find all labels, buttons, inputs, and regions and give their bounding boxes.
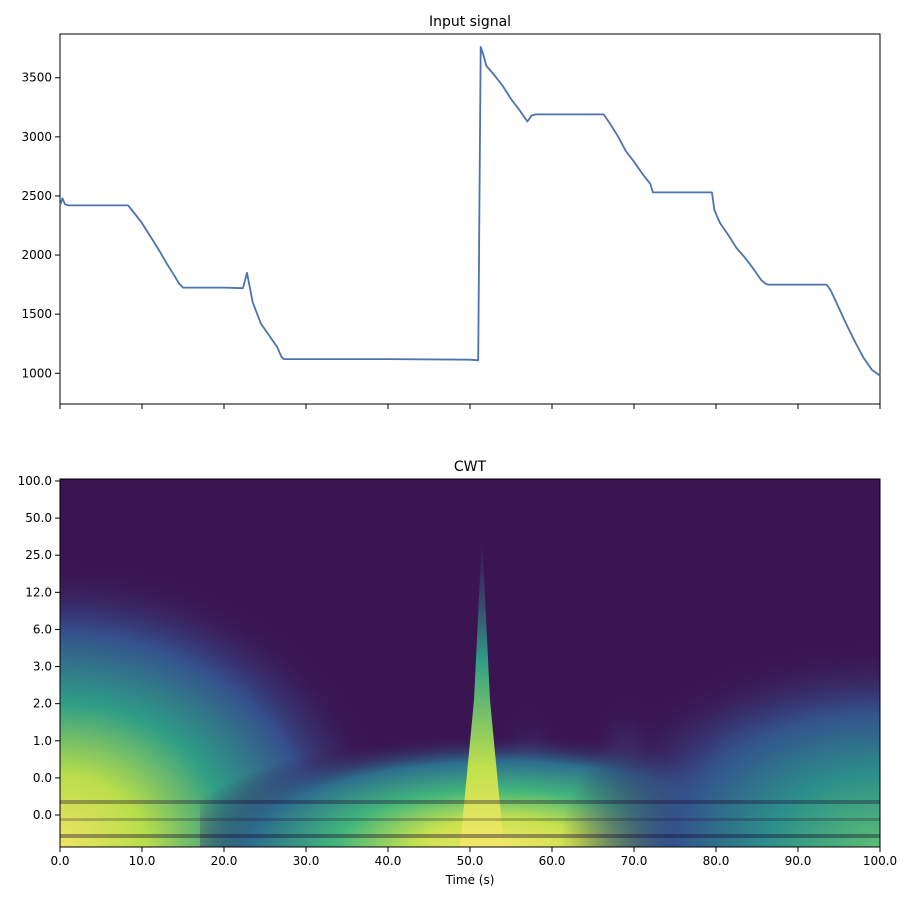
cwt-y-tick-label-1: 50.0 [25, 511, 52, 525]
cwt-x-axis-label: Time (s) [445, 873, 495, 887]
cwt-title: CWT [454, 459, 487, 475]
top-series [59, 46, 881, 377]
cwt-x-tick-label-6: 60.0 [539, 854, 566, 868]
cwt-band-2 [60, 818, 880, 821]
cwt-x-tick-label-5: 50.0 [457, 854, 484, 868]
cwt-x-tick-label-8: 80.0 [703, 854, 730, 868]
cwt-y-tick-label-5: 3.0 [33, 660, 52, 674]
cwt-y-tick-label-0: 100.0 [18, 474, 52, 488]
top-y-tick-label-1: 1500 [21, 307, 52, 321]
cwt-axes: 0.0 10.0 20.0 30.0 40.0 50.0 60.0 70.0 80.0 90.0 1… [18, 474, 898, 868]
top-y-tick-label-0: 1000 [21, 366, 52, 380]
cwt-y-tick-label-9: 0.0 [33, 808, 52, 822]
cwt-x-tick-label-0: 0.0 [50, 854, 69, 868]
top-y-tick-label-3: 2500 [21, 189, 52, 203]
cwt-x-tick-label-10: 100.0 [863, 854, 897, 868]
cwt-end-energy [560, 640, 880, 847]
cwt-heatmap [60, 479, 880, 847]
cwt-y-tick-label-7: 1.0 [33, 734, 52, 748]
top-axes: 1000 1500 2000 2500 3000 3500 [21, 71, 881, 409]
signal-line [59, 46, 881, 377]
cwt-x-tick-label-3: 30.0 [293, 854, 320, 868]
cwt-band-3 [60, 834, 880, 838]
top-plot-frame [59, 33, 881, 405]
cwt-y-tick-label-8: 0.0 [33, 771, 52, 785]
cwt-x-tick-label-4: 40.0 [375, 854, 402, 868]
cwt-band-1 [60, 800, 880, 804]
cwt-x-tick-label-2: 20.0 [211, 854, 238, 868]
cwt-y-tick-label-2: 25.0 [25, 548, 52, 562]
cwt-x-tick-label-9: 90.0 [785, 854, 812, 868]
cwt-step-spike [460, 535, 504, 847]
cwt-y-tick-label-3: 12.0 [25, 585, 52, 599]
top-y-tick-label-2: 2000 [21, 248, 52, 262]
cwt-x-tick-label-7: 70.0 [621, 854, 648, 868]
top-y-tick-label-4: 3000 [21, 130, 52, 144]
top-y-tick-label-5: 3500 [21, 71, 52, 85]
cwt-y-tick-label-6: 2.0 [33, 697, 52, 711]
cwt-x-tick-label-1: 10.0 [129, 854, 156, 868]
cwt-y-tick-label-4: 6.0 [33, 622, 52, 636]
top-title: Input signal [429, 14, 511, 30]
